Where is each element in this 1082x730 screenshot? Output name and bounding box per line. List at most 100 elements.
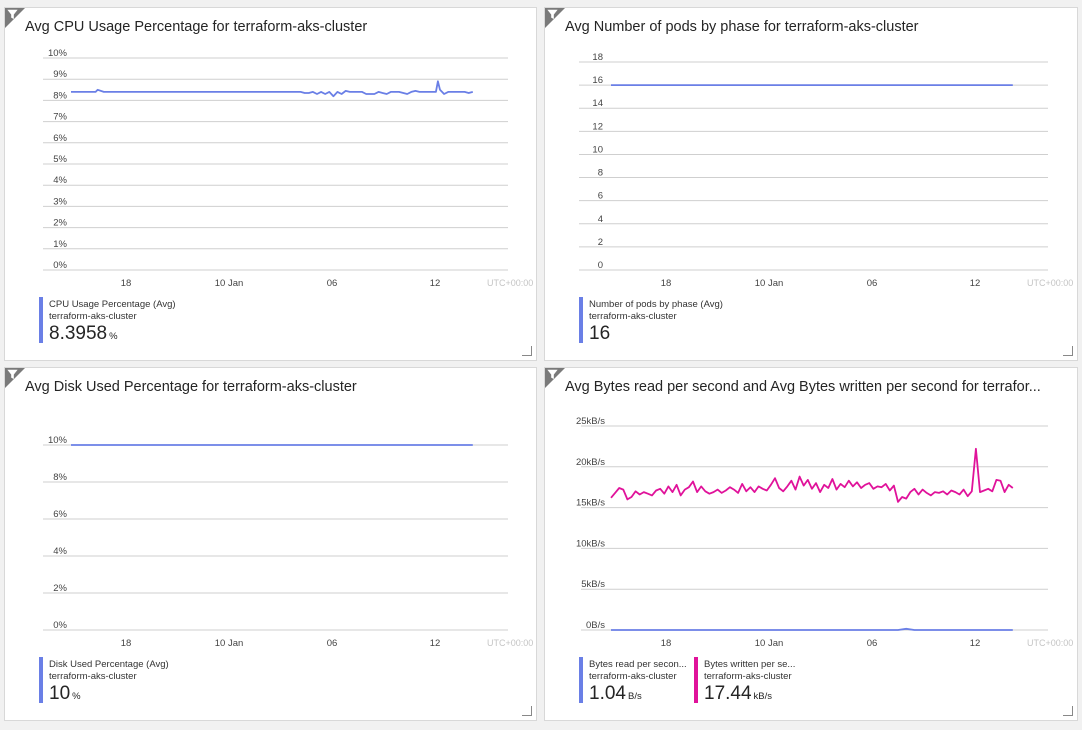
y-tick-label: 0% [53, 260, 67, 271]
filter-icon[interactable] [7, 369, 18, 380]
legend-value: 16 [589, 323, 612, 345]
legend-value-number: 17.44 [704, 683, 752, 704]
pods-by-phase-tile[interactable]: Avg Number of pods by phase for terrafor… [544, 7, 1078, 361]
x-tick-label: 10 Jan [215, 638, 244, 649]
legend-color-bar [579, 297, 583, 343]
y-tick-label: 16 [592, 75, 603, 86]
legend-value: 10% [49, 683, 81, 705]
y-tick-label: 8% [53, 472, 67, 483]
legend-color-bar [694, 657, 698, 703]
x-tick-label: 10 Jan [755, 278, 784, 289]
legend-resource: terraform-aks-cluster [49, 671, 137, 682]
legend-value: 8.3958% [49, 323, 118, 345]
y-tick-label: 15kB/s [576, 498, 605, 509]
series-line-1 [610, 447, 1014, 503]
y-tick-label: 5% [53, 154, 67, 165]
cpu-chart: 0% 1% 2% 3% 4% 5% 6% 7% 8% 9% 10% 18 10 Jan 06 12 UTC+0… [43, 48, 533, 289]
disk-chart: 0% 2% 4% 6% 8% 10% 18 10 Jan 06 12 UTC+00:00 [43, 435, 533, 649]
y-tick-label: 3% [53, 196, 67, 207]
y-tick-label: 12 [592, 121, 603, 132]
y-tick-label: 9% [53, 69, 67, 80]
legend-resource: terraform-aks-cluster [589, 311, 677, 322]
series-line-0 [611, 627, 1013, 631]
y-tick-label: 10% [48, 435, 68, 446]
bytes-chart: 0B/s 5kB/s 10kB/s 15kB/s 20kB/s 25kB/s 18 10 Ja… [576, 416, 1073, 649]
y-tick-label: 6 [598, 191, 603, 202]
legend-color-bar [579, 657, 583, 703]
legend-series-name: Number of pods by phase (Avg) [589, 299, 723, 310]
x-tick-label: 12 [970, 278, 981, 289]
legend-resource: terraform-aks-cluster [49, 311, 137, 322]
legend-value-number: 8.3958 [49, 323, 108, 344]
timezone-label: UTC+00:00 [487, 278, 533, 288]
legend-series-name: Bytes read per secon... [589, 659, 687, 670]
y-tick-label: 18 [592, 52, 603, 63]
legend-color-bar [39, 297, 43, 343]
legend-resource: terraform-aks-cluster [704, 671, 792, 682]
y-tick-label: 0 [598, 260, 603, 271]
y-tick-label: 4% [53, 546, 67, 557]
legend-value-unit: % [72, 691, 81, 702]
y-tick-label: 7% [53, 112, 67, 123]
x-tick-label: 18 [661, 638, 672, 649]
legend-series-name: Disk Used Percentage (Avg) [49, 659, 169, 670]
y-tick-label: 10kB/s [576, 538, 605, 549]
y-tick-label: 5kB/s [581, 579, 605, 590]
cpu-usage-tile[interactable]: Avg CPU Usage Percentage for terraform-a… [4, 7, 537, 361]
y-tick-label: 4% [53, 175, 67, 186]
y-tick-label: 6% [53, 133, 67, 144]
legend-value-number: 16 [589, 323, 611, 344]
y-tick-label: 10% [48, 48, 68, 59]
pods-chart: 0 2 4 6 8 10 12 14 16 18 18 10 Jan 06 12 UTC+00:00 [579, 52, 1073, 289]
resize-handle-icon[interactable] [1063, 706, 1073, 716]
y-tick-label: 2% [53, 218, 67, 229]
legend-value-unit: B/s [627, 691, 642, 702]
bytes-read-write-tile[interactable]: Avg Bytes read per second and Avg Bytes … [544, 367, 1078, 721]
x-tick-label: 12 [970, 638, 981, 649]
legend-resource: terraform-aks-cluster [589, 671, 677, 682]
filter-icon[interactable] [547, 9, 558, 20]
x-tick-label: 06 [867, 638, 878, 649]
x-tick-label: 10 Jan [755, 638, 784, 649]
resize-handle-icon[interactable] [1063, 346, 1073, 356]
legend-value: 1.04 B/s [589, 683, 642, 705]
timezone-label: UTC+00:00 [1027, 278, 1073, 288]
filter-icon[interactable] [7, 9, 18, 20]
y-tick-label: 8 [598, 168, 603, 179]
resize-handle-icon[interactable] [522, 706, 532, 716]
x-tick-label: 12 [430, 278, 441, 289]
y-tick-label: 1% [53, 239, 67, 250]
disk-used-tile[interactable]: Avg Disk Used Percentage for terraform-a… [4, 367, 537, 721]
series-line-0 [71, 80, 474, 98]
y-tick-label: 25kB/s [576, 416, 605, 427]
legend-color-bar [39, 657, 43, 703]
x-tick-label: 18 [121, 638, 132, 649]
y-tick-label: 6% [53, 509, 67, 520]
x-tick-label: 10 Jan [215, 278, 244, 289]
legend-value-unit: kB/s [753, 691, 773, 702]
legend-series-name: Bytes written per se... [704, 659, 796, 670]
y-tick-label: 2% [53, 583, 67, 594]
timezone-label: UTC+00:00 [487, 638, 533, 648]
y-tick-label: 14 [592, 98, 603, 109]
x-tick-label: 06 [327, 638, 338, 649]
resize-handle-icon[interactable] [522, 346, 532, 356]
x-tick-label: 18 [121, 278, 132, 289]
y-tick-label: 4 [598, 214, 603, 225]
legend-value-number: 10 [49, 683, 71, 704]
x-tick-label: 18 [661, 278, 672, 289]
legend-value-number: 1.04 [589, 683, 626, 704]
y-tick-label: 2 [598, 237, 603, 248]
x-tick-label: 06 [327, 278, 338, 289]
filter-icon[interactable] [547, 369, 558, 380]
y-tick-label: 8% [53, 90, 67, 101]
y-tick-label: 10 [592, 144, 603, 155]
y-tick-label: 0% [53, 620, 67, 631]
legend-value: 17.44 kB/s [704, 683, 772, 705]
timezone-label: UTC+00:00 [1027, 638, 1073, 648]
x-tick-label: 06 [867, 278, 878, 289]
x-tick-label: 12 [430, 638, 441, 649]
y-tick-label: 20kB/s [576, 457, 605, 468]
y-tick-label: 0B/s [586, 620, 605, 631]
legend-series-name: CPU Usage Percentage (Avg) [49, 299, 176, 310]
